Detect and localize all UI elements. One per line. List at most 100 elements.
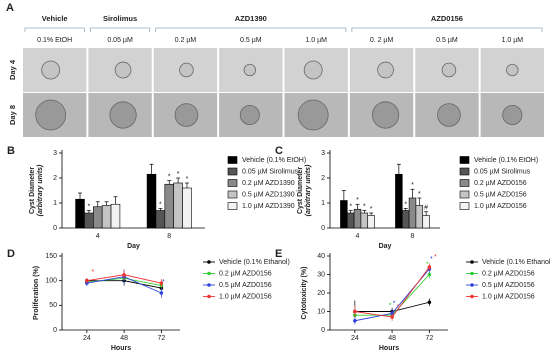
panel-letter: D xyxy=(7,248,15,260)
cyst xyxy=(441,62,457,78)
point xyxy=(427,272,432,277)
y-tick-label: 150 xyxy=(45,253,57,260)
significance: * xyxy=(349,203,352,210)
y-tick-label: 3 xyxy=(53,150,57,157)
legend-swatch xyxy=(459,179,470,187)
legend-marker xyxy=(470,294,474,299)
bar xyxy=(360,212,369,229)
cyst xyxy=(239,105,260,126)
legend-marker xyxy=(207,294,211,299)
bracket xyxy=(155,27,347,32)
bar xyxy=(340,200,348,229)
bar xyxy=(93,206,103,229)
y-axis-label: Proliferation (%) xyxy=(33,266,40,320)
legend-label: 0.5 µM AZD0156 xyxy=(219,282,272,289)
x-tick-label: 8 xyxy=(411,233,415,240)
legend-label: Vehicle (0.1% Ethanol) xyxy=(219,259,290,266)
significance: * xyxy=(363,203,366,210)
significance: * xyxy=(91,269,94,276)
y-tick-label: 1 xyxy=(321,200,325,207)
legend-label: 0.2 µM AZD1390 xyxy=(242,180,295,187)
bar xyxy=(155,210,166,229)
x-axis-label: Hours xyxy=(379,345,399,352)
cyst xyxy=(502,105,523,126)
y-tick-label: 2 xyxy=(53,175,57,182)
dose-label: 1.0 µM xyxy=(305,37,327,44)
y-axis-label: Cytotoxicity (%) xyxy=(301,267,308,320)
bar xyxy=(346,212,355,229)
bar xyxy=(75,198,85,229)
significance: * xyxy=(434,254,437,261)
cyst xyxy=(109,101,137,129)
dose-label: 0.5 µM xyxy=(240,37,262,44)
y-tick-label: 100 xyxy=(45,278,57,285)
cyst xyxy=(243,63,256,77)
significance: * xyxy=(162,279,165,286)
x-tick-label: 4 xyxy=(356,233,360,240)
y-tick-label: 2 xyxy=(321,175,325,182)
significance: * xyxy=(159,201,162,208)
legend-label: 1.0 µM AZD0156 xyxy=(474,203,527,210)
point xyxy=(353,309,357,314)
legend-label: Vehicle (0.1% EtOH) xyxy=(474,157,538,164)
significance: * xyxy=(389,302,392,309)
legend-swatch xyxy=(227,167,238,176)
group-label: AZD0156 xyxy=(431,14,463,23)
significance: * xyxy=(168,173,171,180)
legend-swatch xyxy=(227,156,238,164)
point xyxy=(122,272,126,277)
point xyxy=(390,315,394,319)
bar xyxy=(401,210,410,229)
y-tick-label: 1 xyxy=(53,200,57,207)
y-tick-label: 0 xyxy=(321,225,325,232)
point xyxy=(427,300,432,305)
dose-label: 0.2 µM xyxy=(175,37,197,44)
legend-label: 0.5 µM AZD0156 xyxy=(482,282,535,289)
y-axis-label: Cyst Diameter xyxy=(297,167,304,214)
significance: * xyxy=(418,191,421,198)
legend-marker xyxy=(207,271,211,276)
legend-label: 0.05 µM Sirolimus xyxy=(474,168,531,175)
panel-letter: A xyxy=(6,2,14,14)
cyst xyxy=(174,103,199,127)
legend-label: Vehicle (0.1% EtOH) xyxy=(242,157,306,164)
significance: * xyxy=(404,201,407,208)
y-tick-label: 3 xyxy=(321,150,325,157)
group-label: Vehicle xyxy=(42,14,68,23)
bar xyxy=(408,197,417,229)
legend-swatch xyxy=(459,167,470,176)
bar xyxy=(146,173,157,229)
point xyxy=(85,278,89,283)
bracket xyxy=(24,27,85,32)
point xyxy=(427,265,432,269)
y-tick-label: 50 xyxy=(49,302,57,309)
legend-label: 0.2 µM AZD0156 xyxy=(219,270,272,277)
bar xyxy=(101,205,112,229)
group-label: Sirolimus xyxy=(103,14,137,23)
bar xyxy=(415,205,424,229)
bar xyxy=(164,183,174,229)
significance: * xyxy=(186,176,189,183)
legend-marker xyxy=(470,260,474,264)
legend-label: 1.0 µM AZD0156 xyxy=(219,293,272,300)
bar xyxy=(173,182,183,229)
panel-letter: C xyxy=(275,145,283,157)
bar xyxy=(182,187,192,229)
significance: * xyxy=(370,206,373,213)
y-tick-label: 0 xyxy=(53,327,57,334)
x-tick-label: 24 xyxy=(351,335,359,342)
cyst xyxy=(371,101,400,129)
point xyxy=(353,318,357,323)
y-tick-label: 40 xyxy=(317,253,325,260)
row-label: Day 4 xyxy=(8,59,17,80)
bar xyxy=(110,203,121,229)
y-axis-label: Cyst Diameter xyxy=(29,167,36,214)
cyst xyxy=(377,61,394,79)
group-label: AZD1390 xyxy=(235,14,267,23)
legend-swatch xyxy=(459,156,470,164)
x-axis-label: Day xyxy=(379,243,392,250)
y-tick-label: 30 xyxy=(317,271,325,278)
panel-letter: B xyxy=(7,145,15,157)
cyst xyxy=(179,62,194,78)
point xyxy=(159,291,164,295)
